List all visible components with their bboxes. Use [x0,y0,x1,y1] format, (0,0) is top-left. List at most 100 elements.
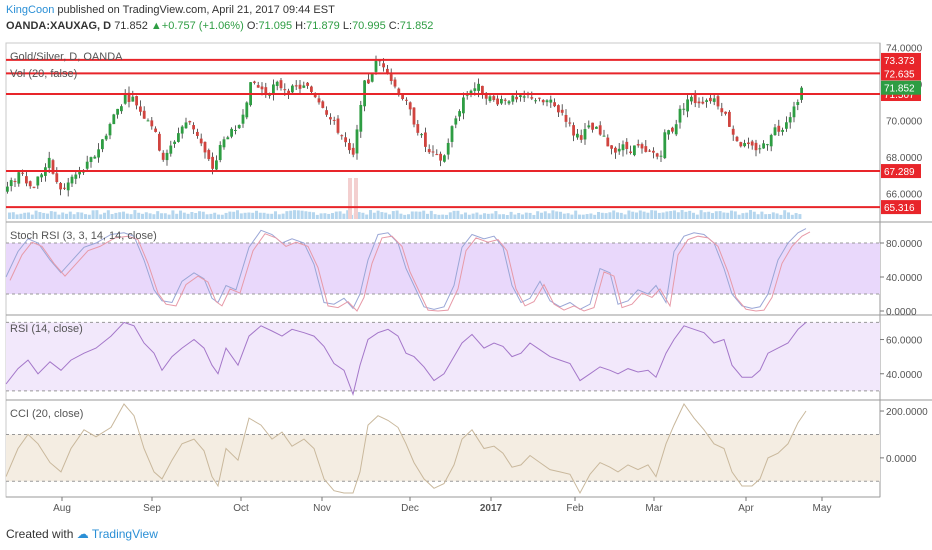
stoch-series-line [5,228,807,310]
volume-bar [688,210,692,219]
tradingview-brand[interactable]: TradingView [91,527,158,541]
volume-bar [209,213,213,219]
volume-bar [768,213,771,219]
candle-body [534,100,537,102]
candle-body [545,100,549,103]
volume-bar [99,214,103,219]
volume-bar [422,210,426,219]
candle-body [63,187,66,189]
volume-bar [342,213,346,219]
candle-body [348,142,351,151]
volume-bar [38,212,42,219]
candle-body [66,182,70,191]
stoch-signal-line [9,231,811,312]
time-tick-label: Mar [645,503,663,514]
volume-bar [205,214,209,219]
volume-bar [787,212,790,219]
volume-bar [315,214,319,219]
candle-body [697,101,701,104]
volume-bar [661,212,665,219]
tradingview-logo-icon: ☁ [76,527,89,541]
volume-bar [502,214,505,219]
volume-bar [148,213,152,219]
candle-body [598,125,602,135]
candle-body [230,128,233,137]
volume-bar [692,212,695,219]
candle-body [424,132,427,147]
volume-bar [266,213,270,219]
volume-bar [53,211,57,219]
candle-body [9,180,13,187]
open-value: 71.095 [258,20,293,32]
candle-body [310,86,313,92]
candle-body [636,144,640,146]
candle-body [446,142,450,155]
candle-body [648,150,651,152]
volume-bar [794,213,798,219]
volume-bar [274,211,277,219]
volume-bar [125,213,129,219]
low-label: L: [342,20,353,32]
candle-body [184,122,188,129]
volume-bar [144,212,148,219]
candle-body [743,143,746,147]
created-with-label: Created with [6,527,74,541]
candle-body [701,101,705,104]
candle-body [59,182,62,190]
cci-band [6,434,880,482]
candle-body [127,92,131,102]
candle-body [735,136,739,142]
last-price: 71.852 [114,20,148,32]
volume-bar [684,211,688,219]
volume-bar [475,212,479,219]
candle-body [412,107,416,125]
candle-body [481,85,484,94]
candle-body [477,83,480,91]
candle-body [173,141,176,145]
candle-body [712,98,716,102]
price-tick-label: 68.0000 [886,153,923,164]
candle-body [511,95,515,102]
volume-bar [213,212,217,219]
candle-body [450,126,454,142]
volume-bar [198,211,201,219]
volume-bar [399,213,403,219]
candle-body [606,137,610,147]
volume-bar [722,212,726,219]
candle-body [503,99,507,101]
candle-body [655,153,659,157]
level-label: 71.507 [884,90,915,101]
volume-bar [437,214,441,219]
candle-body [583,129,587,140]
volume-bar [190,211,194,219]
candle-body [507,101,511,104]
volume-bar [532,214,536,219]
volume-bar [277,214,281,219]
candle-body [165,152,169,161]
candle-body [139,106,142,112]
candle-body [557,105,560,113]
candle-body [560,109,564,113]
volume-bar [152,214,156,219]
candle-body [572,125,575,136]
candle-body [161,152,165,160]
time-tick-label: Apr [738,503,754,514]
volume-bar [707,211,711,219]
volume-bar [547,213,551,219]
candle-body [473,88,477,91]
author-link[interactable]: KingCoon [6,4,55,16]
volume-bar [334,211,338,219]
volume-bar [467,214,471,219]
candle-body [633,145,636,156]
candle-body [275,81,279,86]
rsi-tick-label: 60.0000 [886,336,923,347]
candle-body [298,84,302,89]
volume-bar [460,214,464,219]
candle-body [492,96,496,101]
candle-body [294,85,298,87]
open-label: O: [246,20,259,32]
volume-bar [680,210,684,219]
volume-bar [714,211,718,219]
volume-bar [323,213,327,219]
